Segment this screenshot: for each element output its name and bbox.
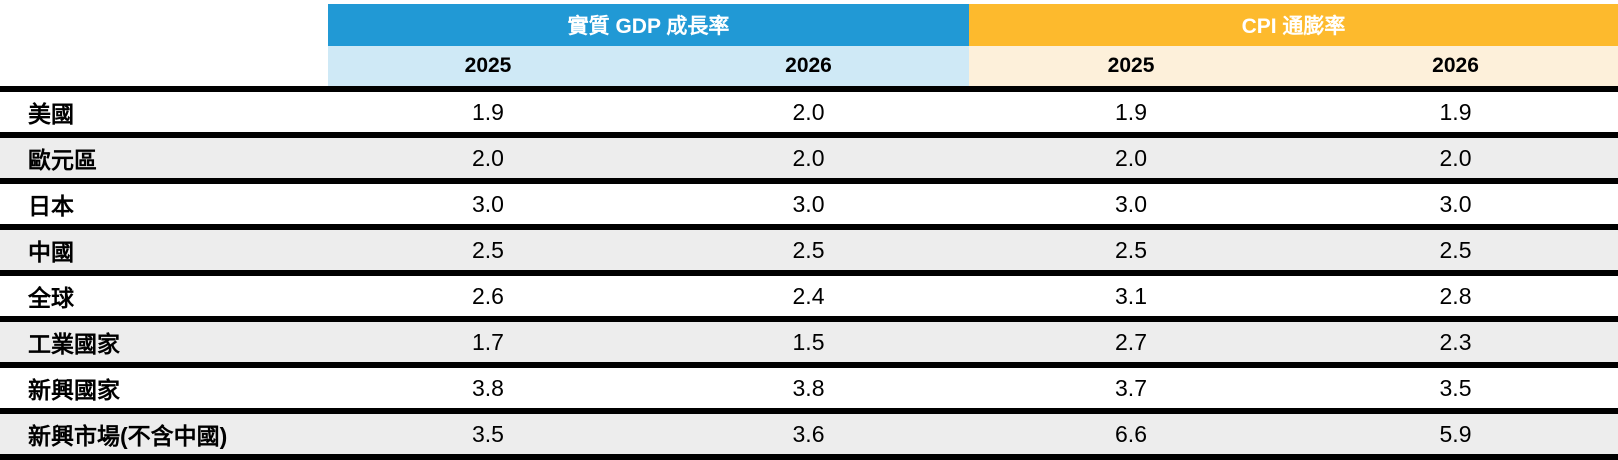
region-label: 新興市場(不含中國) (0, 408, 328, 460)
table-row: 全球 2.6 2.4 3.1 2.8 (0, 270, 1618, 316)
value-cell: 2.5 (1293, 224, 1618, 270)
value-cell: 2.0 (648, 86, 970, 132)
value-cell: 6.6 (969, 408, 1294, 460)
value-cell: 3.5 (328, 408, 648, 460)
value-cell: 3.1 (969, 270, 1294, 316)
value-cell: 3.0 (648, 178, 970, 224)
value-cell: 3.8 (328, 362, 648, 408)
value-cell: 2.5 (969, 224, 1294, 270)
corner-cell (0, 46, 328, 86)
table-row: 中國 2.5 2.5 2.5 2.5 (0, 224, 1618, 270)
value-cell: 2.3 (1293, 316, 1618, 362)
value-cell: 1.9 (969, 86, 1294, 132)
value-cell: 3.0 (969, 178, 1294, 224)
year-header-row: 2025 2026 2025 2026 (0, 46, 1618, 86)
value-cell: 2.0 (1293, 132, 1618, 178)
value-cell: 3.5 (1293, 362, 1618, 408)
value-cell: 2.5 (328, 224, 648, 270)
table-body: 美國 1.9 2.0 1.9 1.9 歐元區 2.0 2.0 2.0 2.0 日本 3.0 3.0 3.0… (0, 86, 1618, 460)
region-label: 歐元區 (0, 132, 328, 178)
table-row: 美國 1.9 2.0 1.9 1.9 (0, 86, 1618, 132)
value-cell: 3.6 (648, 408, 970, 460)
value-cell: 2.6 (328, 270, 648, 316)
economic-forecast-table: 實質 GDP 成長率 CPI 通膨率 2025 2026 2025 2026 美… (0, 4, 1618, 460)
value-cell: 1.9 (1293, 86, 1618, 132)
value-cell: 1.5 (648, 316, 970, 362)
table-row: 歐元區 2.0 2.0 2.0 2.0 (0, 132, 1618, 178)
value-cell: 1.9 (328, 86, 648, 132)
corner-cell (0, 4, 328, 46)
value-cell: 3.0 (1293, 178, 1618, 224)
value-cell: 2.0 (969, 132, 1294, 178)
region-label: 中國 (0, 224, 328, 270)
cpi-year-2025-header: 2025 (969, 46, 1294, 86)
cpi-group-header: CPI 通膨率 (969, 4, 1618, 46)
cpi-year-2026-header: 2026 (1293, 46, 1618, 86)
table-row: 日本 3.0 3.0 3.0 3.0 (0, 178, 1618, 224)
table-row: 工業國家 1.7 1.5 2.7 2.3 (0, 316, 1618, 362)
value-cell: 1.7 (328, 316, 648, 362)
value-cell: 2.5 (648, 224, 970, 270)
region-label: 新興國家 (0, 362, 328, 408)
value-cell: 2.4 (648, 270, 970, 316)
gdp-year-2026-header: 2026 (648, 46, 970, 86)
value-cell: 3.0 (328, 178, 648, 224)
value-cell: 3.8 (648, 362, 970, 408)
value-cell: 5.9 (1293, 408, 1618, 460)
gdp-group-header: 實質 GDP 成長率 (328, 4, 970, 46)
region-label: 日本 (0, 178, 328, 224)
value-cell: 2.8 (1293, 270, 1618, 316)
region-label: 美國 (0, 86, 328, 132)
region-label: 全球 (0, 270, 328, 316)
table-row: 新興國家 3.8 3.8 3.7 3.5 (0, 362, 1618, 408)
region-label: 工業國家 (0, 316, 328, 362)
value-cell: 2.0 (648, 132, 970, 178)
value-cell: 2.0 (328, 132, 648, 178)
value-cell: 2.7 (969, 316, 1294, 362)
value-cell: 3.7 (969, 362, 1294, 408)
gdp-year-2025-header: 2025 (328, 46, 648, 86)
table-row: 新興市場(不含中國) 3.5 3.6 6.6 5.9 (0, 408, 1618, 460)
group-header-row: 實質 GDP 成長率 CPI 通膨率 (0, 4, 1618, 46)
